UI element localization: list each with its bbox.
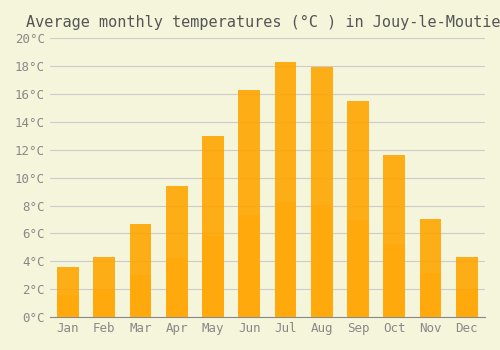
Bar	[420, 219, 442, 317]
Bar	[274, 202, 296, 317]
Bar	[57, 295, 79, 317]
Bar	[456, 290, 477, 317]
Bar	[94, 257, 115, 317]
Bar	[274, 62, 296, 317]
Bar	[311, 68, 332, 317]
Bar	[347, 101, 369, 317]
Bar	[347, 220, 369, 317]
Bar	[384, 244, 405, 317]
Bar	[456, 257, 477, 317]
Bar	[166, 186, 188, 317]
Bar	[166, 258, 188, 317]
Bar	[57, 267, 79, 317]
Bar	[202, 136, 224, 317]
Bar	[238, 90, 260, 317]
Bar	[130, 275, 152, 317]
Bar	[130, 224, 152, 317]
Bar	[238, 215, 260, 317]
Bar	[311, 205, 332, 317]
Bar	[94, 290, 115, 317]
Bar	[420, 273, 442, 317]
Bar	[202, 236, 224, 317]
Title: Average monthly temperatures (°C ) in Jouy-le-Moutier: Average monthly temperatures (°C ) in Jo…	[26, 15, 500, 30]
Bar	[384, 155, 405, 317]
